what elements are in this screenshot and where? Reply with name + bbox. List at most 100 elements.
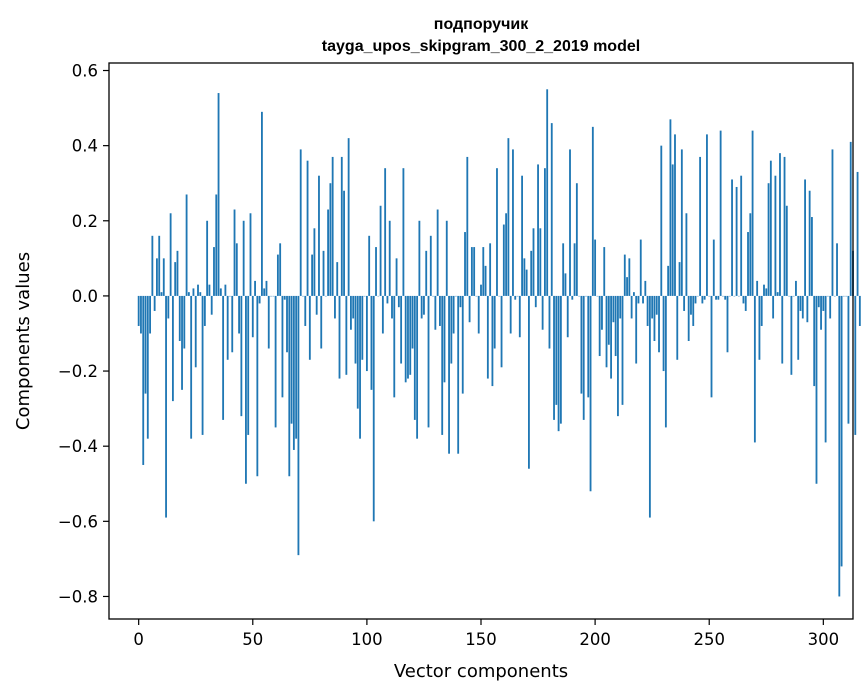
- bar: [379, 205, 382, 296]
- bar: [315, 295, 318, 315]
- bar: [667, 265, 670, 296]
- bar: [233, 209, 236, 296]
- bar: [418, 220, 421, 296]
- bar: [543, 168, 546, 296]
- bar: [329, 183, 332, 296]
- bar: [338, 295, 341, 379]
- bar: [439, 295, 441, 326]
- bar: [297, 295, 300, 556]
- bar: [477, 295, 480, 334]
- bar: [532, 228, 535, 296]
- bar: [169, 213, 172, 296]
- bar: [311, 254, 314, 296]
- bar: [400, 295, 403, 364]
- bar: [797, 295, 800, 360]
- bar: [658, 295, 660, 353]
- bar: [434, 295, 437, 330]
- bar: [808, 190, 811, 296]
- bar: [566, 295, 569, 338]
- bar: [197, 284, 199, 296]
- bar: [758, 295, 761, 360]
- bar: [429, 235, 432, 296]
- bar: [836, 243, 838, 296]
- bar: [231, 295, 234, 353]
- bar: [747, 232, 749, 296]
- bar: [258, 295, 261, 304]
- bar: [245, 295, 247, 484]
- bar: [854, 295, 857, 435]
- bar: [710, 295, 713, 398]
- bar: [765, 288, 768, 296]
- bar: [388, 220, 391, 296]
- bar: [653, 295, 656, 341]
- y-tick-label: −0.4: [58, 437, 98, 456]
- bar: [409, 295, 412, 375]
- bar: [484, 265, 487, 296]
- bar: [491, 295, 494, 387]
- bar: [671, 164, 674, 296]
- bar: [528, 295, 530, 469]
- bar: [756, 280, 759, 296]
- bar: [594, 239, 597, 296]
- bar: [562, 243, 565, 296]
- bar: [416, 295, 419, 439]
- bar: [571, 295, 574, 300]
- bar: [769, 160, 772, 296]
- bar: [395, 258, 398, 296]
- bar: [493, 295, 496, 349]
- bar: [779, 153, 781, 296]
- bar: [749, 213, 752, 296]
- bar: [623, 254, 626, 296]
- bar: [217, 93, 220, 296]
- bar: [521, 175, 523, 296]
- x-tick-label: 250: [693, 630, 725, 649]
- bar: [206, 220, 209, 296]
- bar: [247, 295, 250, 435]
- bar: [731, 179, 733, 296]
- bar: [208, 284, 211, 296]
- bar: [573, 243, 576, 296]
- bar: [557, 295, 560, 432]
- bar: [651, 295, 654, 319]
- bar: [165, 295, 167, 518]
- bar: [413, 295, 416, 420]
- bar: [181, 295, 183, 390]
- bar: [254, 280, 256, 296]
- bar: [564, 273, 567, 296]
- bar: [263, 288, 266, 296]
- bar: [589, 295, 592, 492]
- y-tick-label: −0.2: [58, 362, 98, 381]
- bar: [847, 295, 850, 424]
- bar: [646, 295, 649, 326]
- chart-subtitle: tayga_upos_skipgram_300_2_2019 model: [322, 38, 640, 55]
- bar: [391, 295, 393, 319]
- bar: [692, 295, 695, 326]
- bar: [621, 295, 624, 405]
- bar: [637, 295, 640, 304]
- bar: [486, 295, 489, 379]
- bar: [763, 284, 765, 296]
- bar: [411, 295, 414, 349]
- bar: [331, 156, 334, 296]
- bar: [719, 130, 722, 296]
- bar: [365, 295, 368, 372]
- bar: [582, 295, 585, 420]
- bar: [327, 209, 330, 296]
- bar: [537, 164, 539, 296]
- bar: [370, 295, 373, 390]
- bar-series: [137, 89, 861, 597]
- bar: [404, 295, 407, 383]
- bar: [151, 235, 154, 296]
- bar: [785, 205, 788, 296]
- y-tick-label: 0.2: [72, 212, 98, 231]
- bar: [569, 149, 571, 296]
- x-tick-label: 0: [133, 630, 144, 649]
- bar: [146, 295, 149, 439]
- bar: [441, 295, 444, 435]
- bar: [299, 149, 302, 296]
- bar: [251, 295, 254, 338]
- bar: [840, 295, 843, 567]
- y-tick-label: 0.4: [72, 137, 98, 156]
- x-tick-label: 100: [351, 630, 383, 649]
- bar: [354, 295, 357, 364]
